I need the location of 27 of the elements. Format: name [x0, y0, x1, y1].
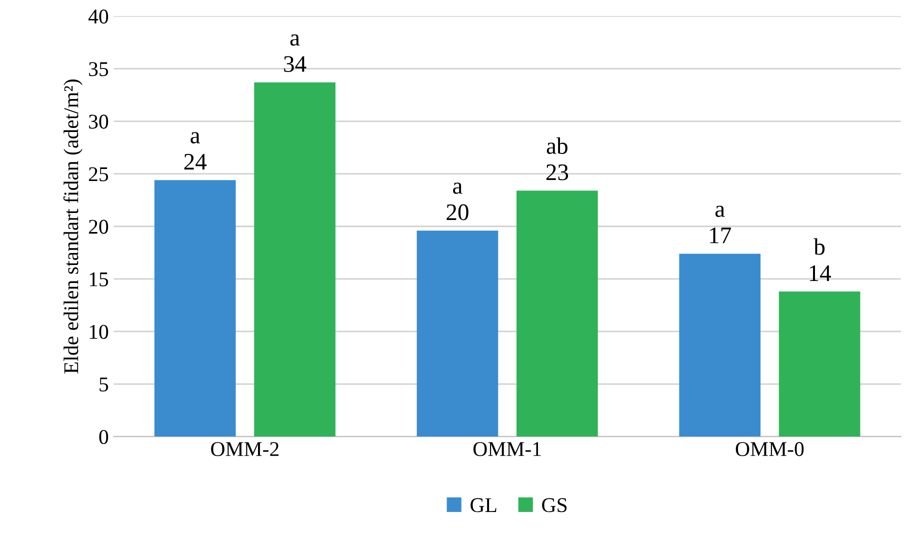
bar [679, 254, 761, 437]
data-label: a 20 [446, 182, 468, 220]
data-label: a 34 [284, 34, 306, 72]
bar [254, 82, 336, 437]
y-axis-title: Elde edilen standart fidan (adet/m²) [63, 80, 82, 374]
x-tick-label: OMM-1 [473, 442, 541, 456]
y-tick-label: 40 [88, 10, 108, 24]
bar [778, 292, 860, 437]
y-tick-label: 30 [89, 114, 108, 129]
y-tick-label: 10 [90, 324, 108, 339]
data-label: a 24 [184, 132, 207, 170]
y-tick-label: 0 [99, 430, 108, 444]
data-label: ab 23 [546, 137, 568, 180]
y-tick-label: 20 [88, 220, 108, 234]
legend-label: GS [542, 498, 567, 512]
data-label: b 14 [810, 238, 831, 281]
legend-label: GL [470, 498, 496, 512]
y-tick-label: 15 [90, 272, 108, 286]
bar [516, 190, 598, 437]
y-tick-label: 35 [89, 62, 108, 76]
data-label: a 17 [710, 206, 731, 244]
x-tick-label: OMM-0 [736, 442, 804, 456]
bar [154, 180, 236, 437]
y-tick-label: 5 [100, 378, 108, 392]
bar [416, 230, 498, 437]
x-tick-label: OMM-2 [211, 442, 279, 456]
y-tick-label: 25 [88, 167, 108, 182]
